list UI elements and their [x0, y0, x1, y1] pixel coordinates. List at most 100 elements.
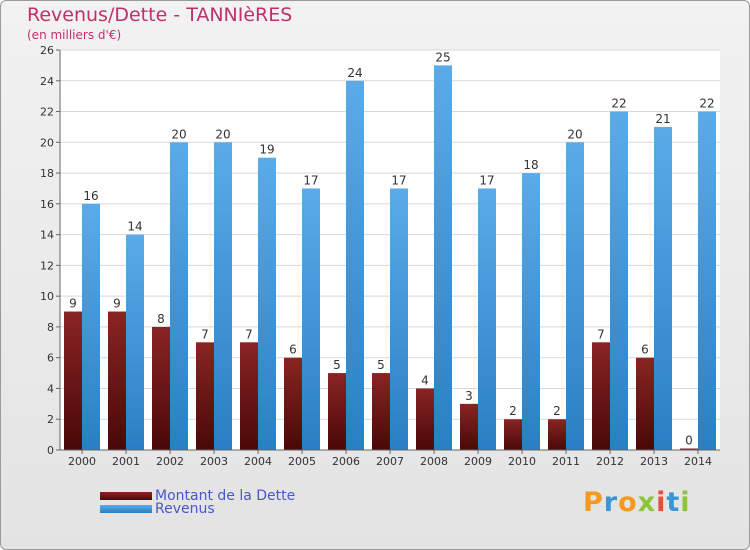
bar-debt	[592, 342, 610, 450]
y-tick-label: 12	[40, 259, 54, 272]
bar-revenue	[126, 234, 144, 450]
legend-item-revenue: Revenus	[100, 501, 215, 517]
y-tick-label: 8	[47, 321, 54, 334]
x-tick-label: 2010	[508, 455, 536, 468]
data-label-debt: 5	[333, 358, 341, 372]
proxiti-logo: Proxiti	[583, 487, 691, 518]
bar-revenue	[390, 188, 408, 450]
data-label-revenue: 25	[435, 50, 450, 64]
data-label-revenue: 17	[479, 173, 494, 187]
bar-revenue	[346, 80, 364, 451]
data-label-revenue: 21	[655, 112, 670, 126]
x-tick-label: 2006	[332, 455, 360, 468]
bar-revenue	[214, 142, 232, 451]
data-label-revenue: 20	[215, 127, 230, 141]
bar-debt	[372, 373, 390, 450]
data-label-debt: 4	[421, 373, 429, 387]
bar-debt	[64, 311, 82, 450]
logo-letter: r	[603, 487, 619, 518]
legend-item-debt: Montant de la Dette	[100, 488, 295, 504]
logo-letter: x	[637, 487, 657, 518]
data-label-debt: 6	[641, 343, 649, 357]
y-tick-label: 2	[47, 413, 54, 426]
logo-letter: i	[656, 487, 667, 518]
x-tick-label: 2005	[288, 455, 316, 468]
chart-subtitle: (en milliers d'€)	[27, 28, 122, 42]
logo-letter: P	[583, 487, 604, 518]
bar-debt	[108, 311, 126, 450]
y-tick-label: 26	[40, 44, 54, 57]
data-label-revenue: 17	[303, 173, 318, 187]
legend-label-revenue: Revenus	[155, 501, 215, 517]
data-label-revenue: 19	[259, 143, 274, 157]
logo-letter: t	[666, 487, 681, 518]
bar-debt	[416, 388, 434, 450]
bar-debt	[636, 357, 654, 450]
legend-swatch-debt	[100, 492, 152, 500]
y-tick-label: 10	[40, 290, 54, 303]
bar-revenue	[478, 188, 496, 450]
bar-revenue	[82, 203, 100, 450]
x-tick-label: 2003	[200, 455, 228, 468]
data-label-revenue: 22	[699, 97, 714, 111]
data-label-revenue: 14	[127, 220, 142, 234]
y-tick-label: 14	[40, 229, 54, 242]
x-tick-label: 2002	[156, 455, 184, 468]
bar-revenue	[654, 126, 672, 450]
data-label-debt: 9	[69, 297, 77, 311]
y-tick-label: 18	[40, 167, 54, 180]
bar-debt	[680, 448, 698, 450]
legend-label-debt: Montant de la Dette	[155, 488, 296, 504]
y-tick-label: 6	[47, 352, 54, 365]
data-label-debt: 6	[289, 343, 297, 357]
data-label-revenue: 20	[171, 127, 186, 141]
x-tick-label: 2009	[464, 455, 492, 468]
y-tick-label: 22	[40, 106, 54, 119]
bar-revenue	[258, 157, 276, 450]
x-tick-label: 2000	[68, 455, 96, 468]
data-label-debt: 7	[597, 327, 605, 341]
bar-debt	[460, 403, 478, 450]
data-label-revenue: 22	[611, 97, 626, 111]
x-tick-label: 2013	[640, 455, 668, 468]
data-label-debt: 7	[245, 327, 253, 341]
bar-revenue	[434, 65, 452, 450]
data-label-debt: 8	[157, 312, 165, 326]
logo-letter: o	[618, 487, 638, 518]
data-label-revenue: 18	[523, 158, 538, 172]
bar-revenue	[610, 111, 628, 451]
y-tick-label: 16	[40, 198, 54, 211]
bar-debt	[152, 326, 170, 450]
bar-revenue	[522, 173, 540, 451]
data-label-revenue: 24	[347, 66, 362, 80]
chart-title: Revenus/Dette - TANNIèRES	[27, 4, 293, 26]
bar-debt	[240, 342, 258, 450]
data-label-revenue: 16	[83, 189, 98, 203]
data-label-revenue: 20	[567, 127, 582, 141]
bar-revenue	[302, 188, 320, 450]
bar-revenue	[566, 142, 584, 451]
x-tick-label: 2014	[684, 455, 712, 468]
data-label-debt: 2	[509, 404, 517, 418]
data-label-debt: 0	[685, 434, 693, 448]
x-tick-label: 2007	[376, 455, 404, 468]
data-label-revenue: 17	[391, 173, 406, 187]
x-tick-label: 2012	[596, 455, 624, 468]
y-tick-label: 20	[40, 136, 54, 149]
legend-swatch-revenue	[100, 505, 152, 513]
bar-debt	[504, 419, 522, 450]
y-tick-label: 24	[40, 75, 54, 88]
x-tick-label: 2011	[552, 455, 580, 468]
data-label-debt: 9	[113, 297, 121, 311]
bar-revenue	[170, 142, 188, 451]
x-tick-label: 2008	[420, 455, 448, 468]
y-tick-label: 0	[47, 444, 54, 457]
logo-letter: i	[680, 487, 691, 518]
bar-revenue	[698, 111, 716, 451]
y-tick-label: 4	[47, 382, 54, 395]
bar-debt	[284, 357, 302, 450]
bar-debt	[548, 419, 566, 450]
data-label-debt: 7	[201, 327, 209, 341]
data-label-debt: 2	[553, 404, 561, 418]
data-label-debt: 5	[377, 358, 385, 372]
